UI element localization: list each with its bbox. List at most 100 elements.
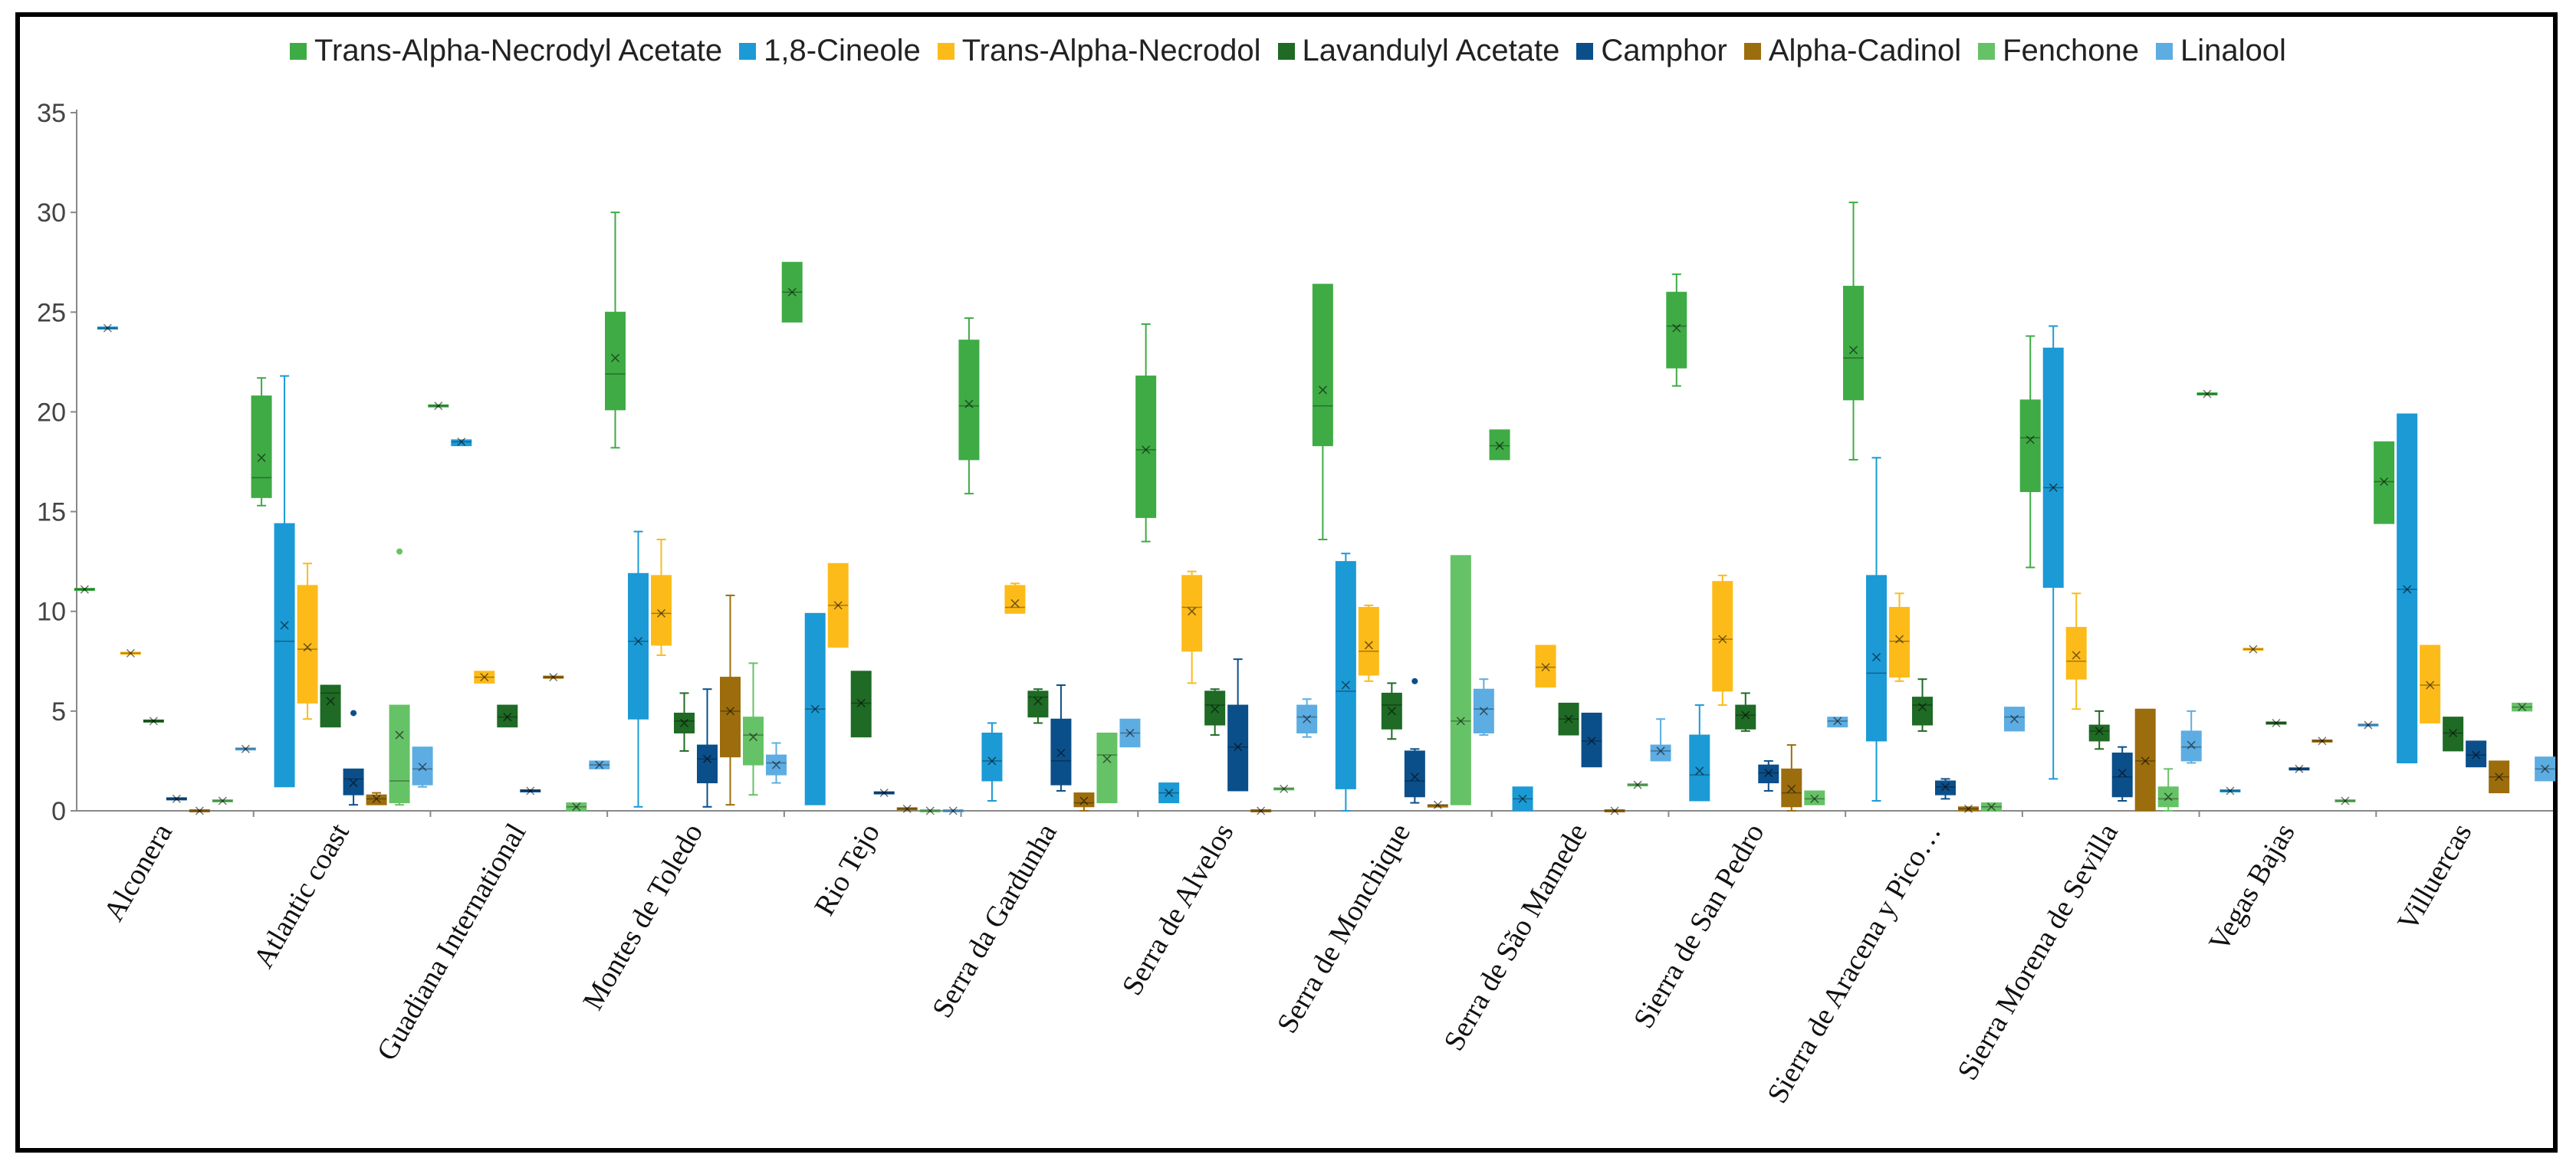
mean-marker-camphor-serra-da-gardunha (1056, 748, 1066, 758)
legend-label: Fenchone (2003, 34, 2140, 67)
mean-marker-trans-alpha-necrodol-serra-de-s-o-mamede (1541, 663, 1550, 672)
box-linalool-sierra-de-aracena-y-pico (2004, 707, 2025, 732)
box-trans-alpha-necrodyl-acetate-serra-de-alvelos (1135, 376, 1157, 518)
mean-marker-fenchone-serra-de-monchique (1456, 717, 1465, 726)
mean-marker-linalool-serra-de-monchique (1479, 707, 1488, 716)
y-tick-label: 20 (37, 398, 66, 427)
mean-marker-alpha-cadinol-serra-de-s-o-mamede (1610, 806, 1619, 815)
y-tick-label: 10 (37, 598, 66, 627)
legend-swatch (739, 42, 757, 60)
legend-label: Lavandulyl Acetate (1302, 34, 1560, 67)
box-linalool-serra-de-monchique (1473, 688, 1494, 733)
box-camphor-serra-de-alvelos (1227, 704, 1249, 792)
box-lavandulyl-acetate-serra-de-alvelos (1204, 690, 1226, 726)
box-1-8-cineole-atlantic-coast (274, 523, 295, 788)
mean-marker-linalool-sierra-de-san-pedro (1833, 717, 1842, 726)
box-trans-alpha-necrodyl-acetate-serra-da-gardunha (958, 339, 980, 461)
mean-marker-fenchone-rio-tejo (925, 806, 935, 815)
mean-marker-lavandulyl-acetate-villuercas (2449, 728, 2458, 738)
category-label-sierra-de-san-pedro: Sierra de San Pedro (1628, 818, 1771, 1034)
mean-marker-camphor-rio-tejo (879, 789, 889, 798)
mean-marker-trans-alpha-necrodol-alconera (126, 648, 135, 658)
box-trans-alpha-necrodyl-acetate-villuercas (2374, 441, 2395, 524)
mean-marker-fenchone-vegas-bajas (2341, 796, 2350, 805)
box-trans-alpha-necrodol-serra-de-alvelos (1181, 575, 1203, 652)
box-trans-alpha-necrodol-sierra-morena-de-sevilla (2065, 627, 2087, 680)
box-fenchone-montes-de-toledo (743, 717, 764, 766)
legend-label: Camphor (1601, 34, 1727, 67)
box-fenchone-serra-da-gardunha (1096, 732, 1118, 804)
legend-item-trans-alpha-necrodyl-acetate: Trans-Alpha-Necrodyl Acetate (290, 34, 722, 68)
category-label-montes-de-toledo: Montes de Toledo (577, 818, 709, 1016)
box-trans-alpha-necrodyl-acetate-sierra-morena-de-sevilla (2019, 399, 2041, 493)
category-label-villuercas: Villuercas (2391, 818, 2478, 936)
mean-marker-trans-alpha-necrodol-sierra-morena-de-sevilla (2072, 651, 2081, 660)
mean-marker-trans-alpha-necrodol-serra-de-alvelos (1188, 607, 1197, 616)
mean-marker-trans-alpha-necrodyl-acetate-sierra-de-san-pedro (1672, 323, 1681, 333)
box-alpha-cadinol-atlantic-coast (366, 794, 387, 805)
mean-marker-fenchone-sierra-de-aracena-y-pico (1986, 802, 1996, 812)
y-tick-label: 25 (37, 298, 66, 327)
box-lavandulyl-acetate-sierra-de-san-pedro (1735, 704, 1756, 730)
mean-marker-1-8-cineole-serra-da-gardunha (987, 756, 997, 766)
mean-marker-1-8-cineole-sierra-morena-de-sevilla (2049, 483, 2058, 492)
y-tick-label: 0 (51, 797, 66, 826)
mean-marker-alpha-cadinol-serra-de-monchique (1433, 800, 1442, 809)
box-camphor-atlantic-coast (343, 768, 364, 795)
mean-marker-fenchone-serra-da-gardunha (1102, 754, 1112, 763)
box-1-8-cineole-serra-de-monchique (1335, 561, 1356, 789)
mean-marker-trans-alpha-necrodol-sierra-de-aracena-y-pico (1894, 635, 1904, 644)
mean-marker-camphor-montes-de-toledo (702, 754, 712, 763)
box-linalool-atlantic-coast (412, 746, 433, 786)
box-1-8-cineole-villuercas (2397, 413, 2418, 764)
mean-marker-alpha-cadinol-montes-de-toledo (725, 707, 735, 716)
legend-item-linalool: Linalool (2156, 34, 2286, 68)
box-lavandulyl-acetate-serra-da-gardunha (1027, 690, 1049, 718)
box-trans-alpha-necrodol-serra-de-monchique (1358, 607, 1379, 676)
mean-marker-trans-alpha-necrodol-serra-da-gardunha (1010, 599, 1020, 608)
mean-marker-lavandulyl-acetate-sierra-de-san-pedro (1741, 710, 1750, 720)
box-lavandulyl-acetate-sierra-de-aracena-y-pico (1912, 697, 1933, 726)
box-1-8-cineole-montes-de-toledo (628, 572, 649, 720)
mean-marker-camphor-sierra-morena-de-sevilla (2118, 769, 2127, 778)
box-1-8-cineole-sierra-de-san-pedro (1689, 734, 1710, 802)
box-linalool-sierra-morena-de-sevilla (2180, 730, 2202, 762)
mean-marker-alpha-cadinol-serra-da-gardunha (1079, 796, 1089, 805)
box-1-8-cineole-serra-da-gardunha (981, 732, 1003, 782)
mean-marker-alpha-cadinol-sierra-de-aracena-y-pico (1963, 804, 1973, 813)
legend-label: Alpha-Cadinol (1768, 34, 1962, 67)
mean-marker-trans-alpha-necrodol-guadiana-international (480, 673, 489, 682)
mean-marker-1-8-cineole-montes-de-toledo (633, 637, 643, 646)
mean-marker-trans-alpha-necrodyl-acetate-villuercas (2380, 477, 2389, 487)
box-alpha-cadinol-sierra-de-san-pedro (1781, 768, 1802, 808)
mean-marker-trans-alpha-necrodol-rio-tejo (833, 601, 843, 610)
mean-marker-trans-alpha-necrodyl-acetate-sierra-de-aracena-y-pico (1848, 346, 1858, 355)
mean-marker-trans-alpha-necrodyl-acetate-atlantic-coast (257, 453, 266, 462)
mean-marker-trans-alpha-necrodyl-acetate-vegas-bajas (2203, 389, 2212, 399)
legend-item-fenchone: Fenchone (1978, 34, 2139, 68)
mean-marker-linalool-guadiana-international (595, 760, 604, 769)
mean-marker-lavandulyl-acetate-alconera (149, 717, 158, 726)
mean-marker-camphor-atlantic-coast (349, 779, 358, 788)
mean-marker-lavandulyl-acetate-atlantic-coast (326, 697, 335, 706)
mean-marker-linalool-serra-de-s-o-mamede (1656, 746, 1665, 756)
mean-marker-trans-alpha-necrodyl-acetate-serra-de-monchique (1318, 385, 1327, 395)
outlier-fenchone-atlantic-coast (396, 548, 403, 555)
mean-marker-alpha-cadinol-serra-de-alvelos (1257, 806, 1266, 815)
box-trans-alpha-necrodol-sierra-de-san-pedro (1712, 581, 1733, 692)
mean-marker-lavandulyl-acetate-serra-de-monchique (1387, 707, 1396, 716)
legend-label: Trans-Alpha-Necrodol (961, 34, 1261, 67)
mean-marker-camphor-serra-de-alvelos (1234, 743, 1243, 752)
box-trans-alpha-necrodol-montes-de-toledo (651, 575, 672, 646)
mean-marker-alpha-cadinol-alconera (195, 806, 204, 815)
mean-marker-fenchone-sierra-de-san-pedro (1810, 794, 1819, 803)
legend-item-lavandulyl-acetate: Lavandulyl Acetate (1277, 34, 1560, 68)
outlier-camphor-atlantic-coast (350, 710, 357, 717)
mean-marker-linalool-rio-tejo (948, 806, 958, 815)
legend-item-alpha-cadinol: Alpha-Cadinol (1743, 34, 1962, 68)
mean-marker-lavandulyl-acetate-vegas-bajas (2272, 718, 2281, 728)
legend-swatch (2156, 42, 2174, 60)
mean-marker-fenchone-villuercas (2518, 703, 2527, 712)
mean-marker-1-8-cineole-serra-de-alvelos (1165, 789, 1174, 798)
